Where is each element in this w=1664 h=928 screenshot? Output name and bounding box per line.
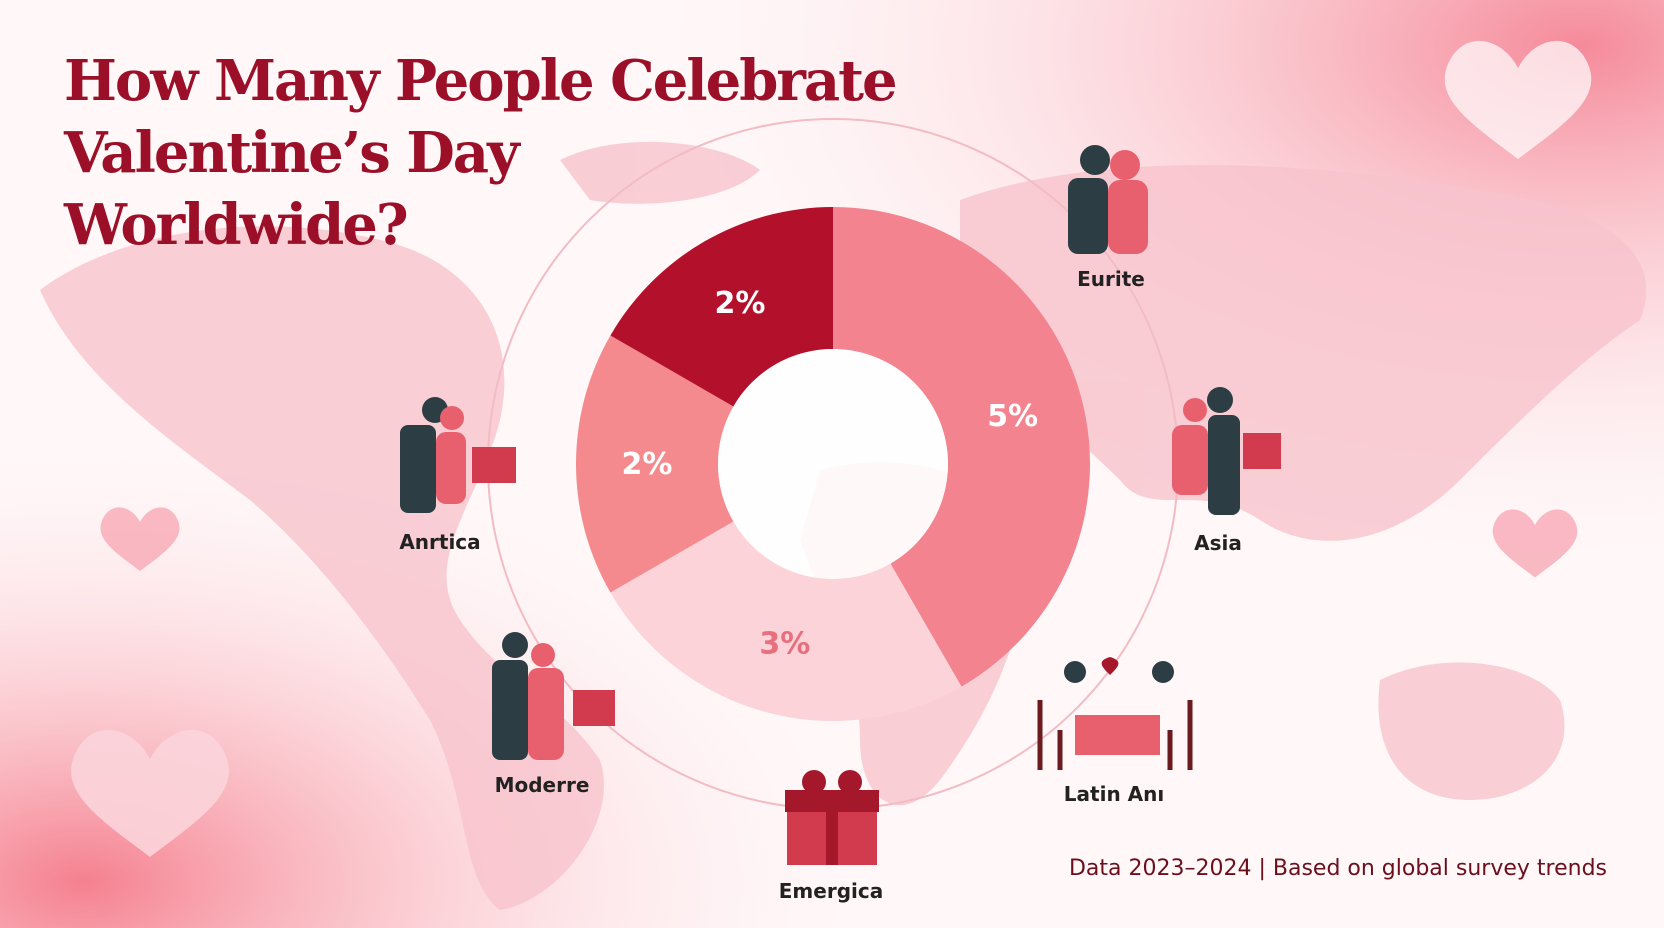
donut-segment (610, 207, 833, 407)
illustrations (400, 145, 1281, 865)
donut-segment (833, 207, 1090, 687)
donut-segment (610, 521, 962, 721)
data-label: 3% (759, 627, 810, 662)
region-label: Anrtica (399, 530, 480, 554)
donut: 5% 3% 2% 2% (576, 207, 1090, 721)
data-label: 2% (715, 286, 766, 321)
region-label: Asia (1194, 531, 1242, 555)
chart-title: Valentine’s Day (63, 120, 521, 186)
region-label: Emergica (779, 879, 883, 903)
data-label: 2% (622, 447, 673, 482)
region-label: Moderre (495, 773, 590, 797)
donut-hole (718, 349, 948, 579)
region-label: Latin Anı (1064, 782, 1164, 806)
data-label: 5% (987, 399, 1038, 434)
chart-title: How Many People Celebrate (64, 48, 896, 114)
chart-title: Worldwide? (63, 192, 407, 258)
region-label: Eurite (1077, 267, 1145, 291)
donut-segment (576, 335, 734, 593)
region-labels: Eurite Asia Latin Anı Emergica Moderre Anrtic… (399, 267, 1242, 903)
source-note: Data 2023–2024 | Based on global survey … (1069, 856, 1607, 881)
